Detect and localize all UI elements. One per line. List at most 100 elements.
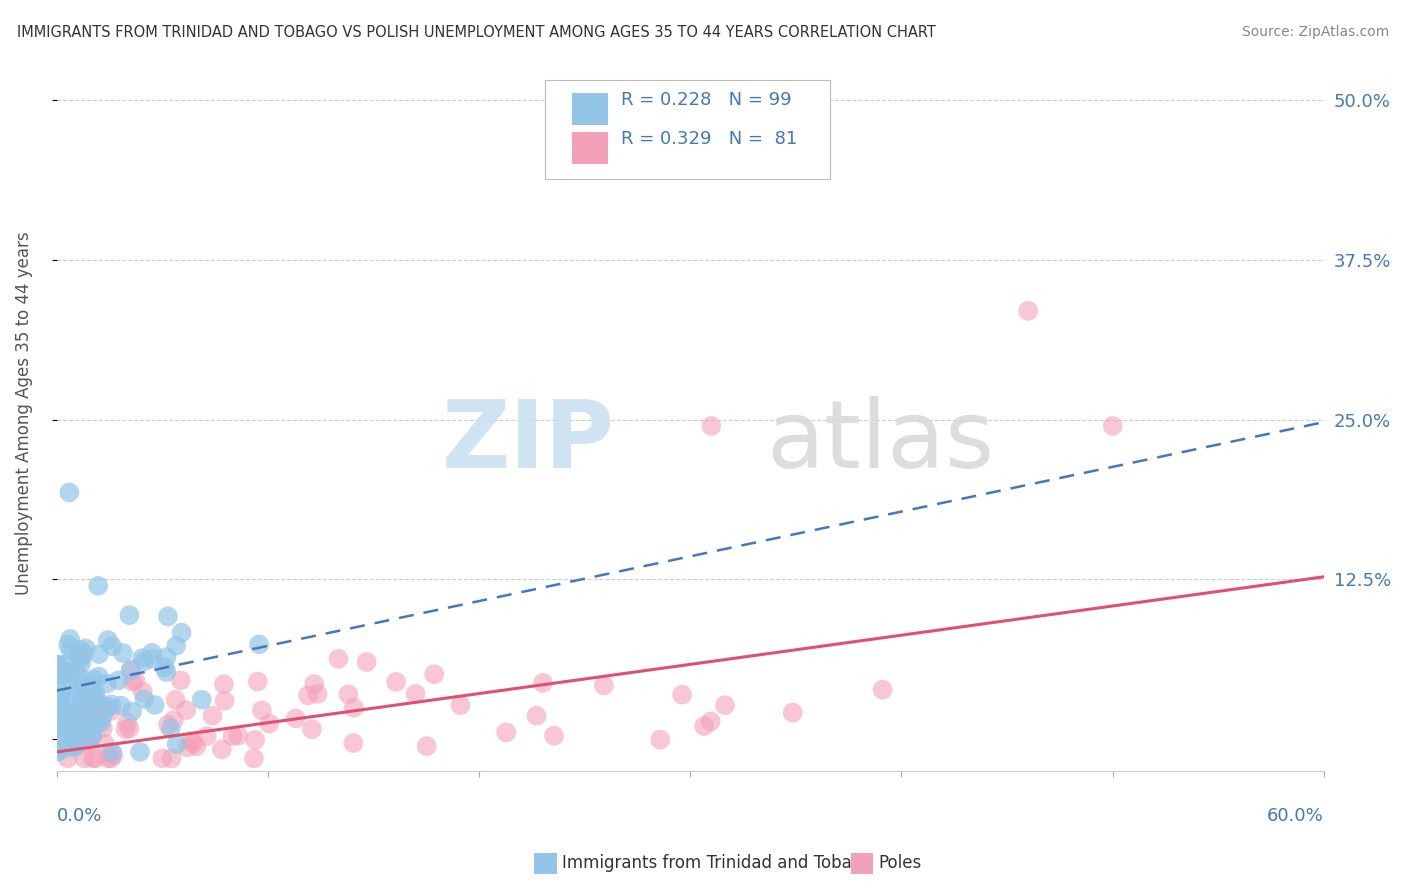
Point [51, 700, 73, 714]
Point [58, 703, 80, 717]
Point [48, 691, 70, 706]
Point [212, 677, 235, 691]
Point [155, 665, 177, 679]
Point [52, 706, 75, 721]
Point [45, 715, 67, 730]
Y-axis label: Unemployment Among Ages 35 to 44 years: Unemployment Among Ages 35 to 44 years [15, 231, 32, 595]
Point [297, 688, 319, 702]
Point [97, 751, 120, 765]
Point [55, 657, 77, 672]
Point [66, 718, 89, 732]
Point [118, 608, 141, 623]
Point [97, 701, 120, 715]
Point [180, 734, 202, 748]
Point [163, 713, 186, 727]
Point [259, 716, 281, 731]
Point [96, 699, 118, 714]
Point [79, 712, 101, 726]
Point [59, 723, 82, 738]
Point [714, 698, 737, 713]
Point [134, 692, 156, 706]
Point [100, 704, 122, 718]
Point [48, 719, 70, 733]
Point [107, 673, 129, 688]
Point [49, 720, 72, 734]
Point [58, 664, 80, 678]
Point [70, 698, 93, 713]
Point [73, 714, 96, 728]
Point [337, 687, 360, 701]
Point [416, 739, 439, 753]
Point [80, 683, 103, 698]
Point [82, 673, 104, 687]
Point [69, 643, 91, 657]
Point [46, 709, 69, 723]
Point [165, 639, 187, 653]
Point [872, 682, 894, 697]
Point [73, 751, 96, 765]
Point [121, 705, 143, 719]
Point [307, 687, 329, 701]
Point [152, 751, 174, 765]
Point [67, 648, 90, 662]
FancyBboxPatch shape [572, 132, 607, 164]
Point [699, 714, 721, 729]
Point [593, 678, 616, 692]
Point [60, 706, 83, 721]
Point [69, 707, 91, 722]
Point [166, 737, 188, 751]
Point [129, 745, 152, 759]
Point [114, 723, 136, 737]
Point [58, 638, 80, 652]
Point [76, 696, 98, 710]
Point [91, 709, 114, 723]
Point [191, 692, 214, 706]
Point [66, 739, 89, 753]
Point [226, 729, 249, 743]
Text: atlas: atlas [766, 396, 994, 488]
Point [176, 740, 198, 755]
FancyBboxPatch shape [544, 80, 830, 179]
Point [195, 729, 218, 743]
Text: IMMIGRANTS FROM TRINIDAD AND TOBAGO VS POLISH UNEMPLOYMENT AMONG AGES 35 TO 44 Y: IMMIGRANTS FROM TRINIDAD AND TOBAGO VS P… [17, 25, 936, 40]
Point [73, 709, 96, 723]
FancyBboxPatch shape [572, 93, 607, 125]
Point [170, 673, 193, 688]
Point [46, 745, 69, 759]
Point [100, 698, 122, 712]
Point [46, 733, 69, 747]
Point [59, 643, 82, 657]
Point [100, 751, 122, 765]
Point [53, 668, 76, 682]
Point [117, 715, 139, 730]
Point [302, 677, 325, 691]
Point [1101, 418, 1123, 433]
Point [91, 722, 114, 736]
Point [186, 739, 208, 754]
Point [782, 706, 804, 720]
Point [201, 708, 224, 723]
Text: Poles: Poles [879, 855, 922, 872]
Point [87, 670, 110, 684]
Point [111, 646, 134, 660]
Point [97, 633, 120, 648]
Point [301, 722, 323, 736]
Point [70, 656, 93, 670]
Point [51, 668, 73, 682]
Point [80, 729, 103, 743]
Point [1017, 303, 1039, 318]
Point [46, 681, 69, 696]
Point [56, 751, 79, 765]
Point [76, 733, 98, 747]
Point [96, 676, 118, 690]
Text: Source: ZipAtlas.com: Source: ZipAtlas.com [1241, 25, 1389, 39]
Point [247, 637, 270, 651]
Point [72, 648, 94, 662]
Point [343, 700, 366, 714]
Point [60, 712, 83, 726]
Point [51, 687, 73, 701]
Point [84, 717, 107, 731]
Point [141, 646, 163, 660]
Point [80, 729, 103, 743]
Point [87, 579, 110, 593]
